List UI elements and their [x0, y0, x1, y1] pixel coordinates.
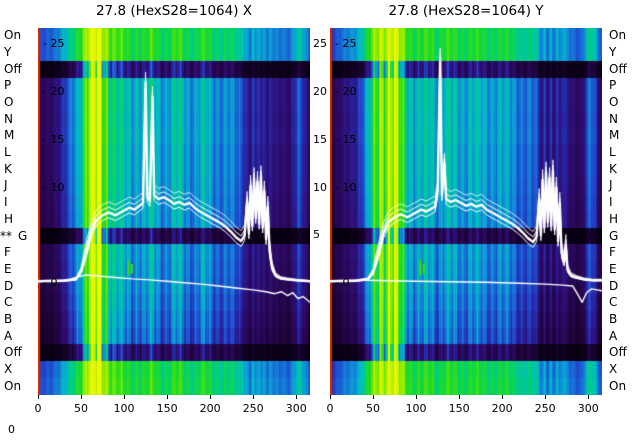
row-label-left: C [4, 295, 13, 310]
heatmap-panel-x [38, 28, 310, 395]
x-tick-mark [459, 395, 461, 399]
row-label-right: Y [609, 45, 617, 60]
row-label-left: E [4, 261, 12, 276]
y-tick-label: - 5 [43, 228, 58, 242]
x-tick-label: 200 [199, 402, 221, 415]
gap-tick-label: 20 [313, 85, 327, 99]
y-tick-label: - 20 [43, 85, 65, 99]
x-tick-label: 200 [491, 402, 513, 415]
x-tick-label: 100 [405, 402, 427, 415]
y-tick-label: - 25 [43, 37, 65, 51]
y-tick-label: - 10 [335, 180, 357, 194]
row-label-right: O [609, 95, 619, 110]
row-label-left: On [4, 378, 22, 393]
row-label-right: On [609, 378, 627, 393]
row-label-left: A [4, 328, 13, 343]
row-label-right: L [609, 145, 616, 160]
x-tick-mark [253, 395, 255, 399]
row-label-left: Off [4, 345, 22, 360]
row-label-left: Y [4, 45, 12, 60]
gap-tick-label: 15 [313, 132, 327, 146]
x-tick-mark [81, 395, 83, 399]
row-label-left: B [4, 311, 13, 326]
row-label-left: F [4, 245, 11, 260]
x-tick-label: 150 [448, 402, 470, 415]
y-tick-label: - 5 [335, 228, 350, 242]
y-tick-label: - 0 [335, 276, 350, 290]
row-label-right: F [609, 245, 616, 260]
row-label-right: Off [609, 61, 627, 76]
y-tick-label: - 20 [335, 85, 357, 99]
x-tick-mark [416, 395, 418, 399]
row-label-right: C [609, 295, 618, 310]
x-tick-label: 300 [577, 402, 599, 415]
row-label-right: On [609, 28, 627, 43]
x-tick-label: 50 [74, 402, 89, 415]
x-tick-label: 150 [156, 402, 178, 415]
row-label-right: G [609, 228, 619, 243]
x-tick-mark [330, 395, 331, 399]
row-label-right: E [609, 261, 617, 276]
row-marker: ** [0, 228, 12, 243]
row-label-right: N [609, 111, 618, 126]
row-label-right: Off [609, 345, 627, 360]
x-tick-mark [124, 395, 126, 399]
x-tick-label: 50 [366, 402, 381, 415]
y-tick-label: - 15 [43, 132, 65, 146]
gap-tick-label: 25 [313, 37, 327, 51]
row-label-right: P [609, 78, 617, 93]
y-tick-label: - 10 [43, 180, 65, 194]
row-label-left: G [18, 228, 28, 243]
x-tick-label: 250 [242, 402, 264, 415]
row-label-left: H [4, 211, 14, 226]
x-tick-mark [373, 395, 375, 399]
gap-tick-label: 10 [313, 180, 327, 194]
x-tick-label: 0 [326, 402, 334, 415]
gap-tick-label: 5 [313, 228, 320, 242]
y-tick-label: - 15 [335, 132, 357, 146]
x-tick-mark [38, 395, 39, 399]
row-label-right: X [609, 361, 618, 376]
row-label-right: A [609, 328, 618, 343]
row-label-left: O [4, 95, 14, 110]
row-label-left: On [4, 28, 22, 43]
x-tick-mark [296, 395, 298, 399]
x-tick-mark [210, 395, 212, 399]
row-label-right: M [609, 128, 620, 143]
panel-title-x: 27.8 (HexS28=1064) X [95, 3, 253, 19]
heatmap-canvas-y [330, 28, 602, 395]
heatmap-canvas-x [38, 28, 310, 395]
row-label-left: X [4, 361, 13, 376]
x-tick-mark [545, 395, 547, 399]
row-label-left: Off [4, 61, 22, 76]
row-label-right: B [609, 311, 618, 326]
x-tick-label: 300 [285, 402, 307, 415]
x-tick-label: 100 [113, 402, 135, 415]
row-label-right: J [609, 178, 613, 193]
row-label-left: K [4, 161, 12, 176]
x-tick-label: 0 [34, 402, 42, 415]
row-label-left: P [4, 78, 12, 93]
row-label-right: K [609, 161, 617, 176]
panel-title-y: 27.8 (HexS28=1064) Y [388, 3, 544, 19]
row-label-left: D [4, 278, 14, 293]
x-tick-label: 250 [534, 402, 556, 415]
row-label-right: D [609, 278, 619, 293]
corner-zero-label: 0 [8, 423, 15, 436]
row-label-left: L [4, 145, 11, 160]
row-label-right: I [609, 195, 613, 210]
x-tick-mark [588, 395, 590, 399]
x-tick-mark [502, 395, 504, 399]
row-label-right: H [609, 211, 619, 226]
heatmap-panel-y [330, 28, 602, 395]
x-tick-mark [167, 395, 169, 399]
row-label-left: N [4, 111, 13, 126]
y-tick-label: - 0 [43, 276, 58, 290]
row-label-left: I [4, 195, 8, 210]
row-label-left: J [4, 178, 8, 193]
row-label-left: M [4, 128, 15, 143]
y-tick-label: - 25 [335, 37, 357, 51]
